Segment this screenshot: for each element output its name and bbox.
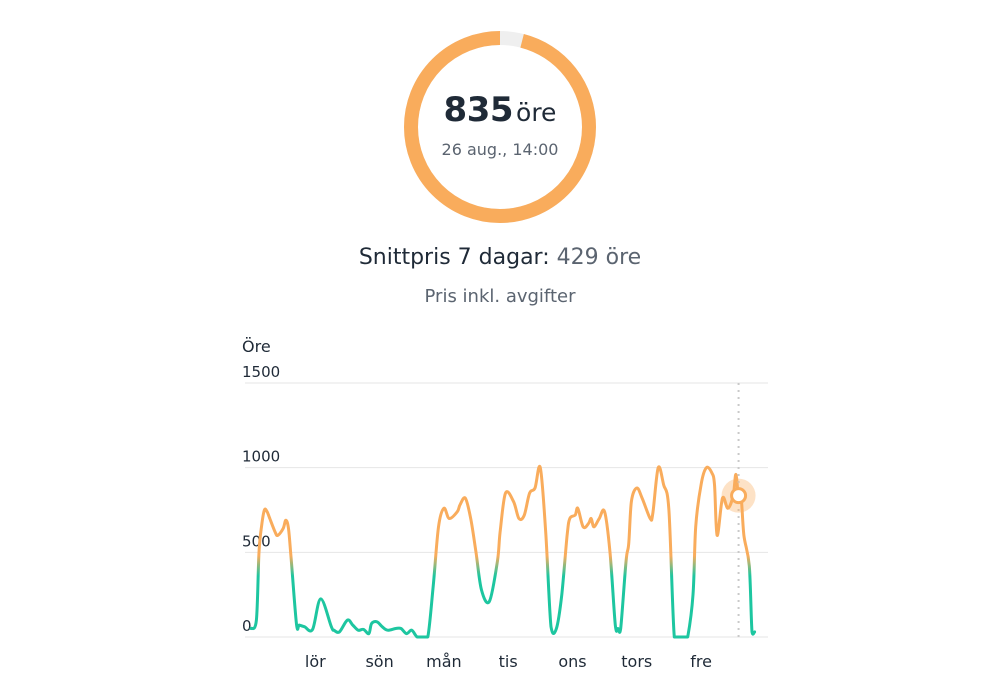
y-tick-label: 1000 [242, 448, 280, 466]
x-tick-label: lör [305, 652, 326, 671]
y-tick-label: 0 [242, 617, 252, 635]
x-tick-label: fre [690, 652, 712, 671]
gauge-price-unit: öre [516, 98, 557, 127]
price-line-series [249, 464, 757, 639]
gauge-timestamp: 26 aug., 14:00 [441, 140, 559, 159]
average-price-label: Snittpris 7 dagar: [358, 245, 550, 270]
current-hour-point[interactable] [730, 487, 748, 505]
x-tick-label: sön [365, 652, 393, 671]
y-tick-label: 500 [242, 532, 271, 550]
y-axis-label: Öre [242, 337, 271, 356]
x-tick-label: tors [621, 652, 652, 671]
y-tick-label: 1500 [242, 363, 280, 381]
average-price-line: Snittpris 7 dagar: 429 öre [0, 245, 1000, 270]
gauge-price-number: 835 [443, 90, 514, 130]
gauge-price: 835 öre [400, 90, 600, 130]
average-price-value: 429 öre [556, 245, 642, 270]
x-tick-label: mån [426, 652, 462, 671]
x-tick-label: ons [558, 652, 586, 671]
gauge-arc [404, 31, 596, 223]
price-subtitle: Pris inkl. avgifter [424, 286, 576, 307]
price-gauge [404, 31, 596, 223]
x-tick-label: tis [499, 652, 518, 671]
